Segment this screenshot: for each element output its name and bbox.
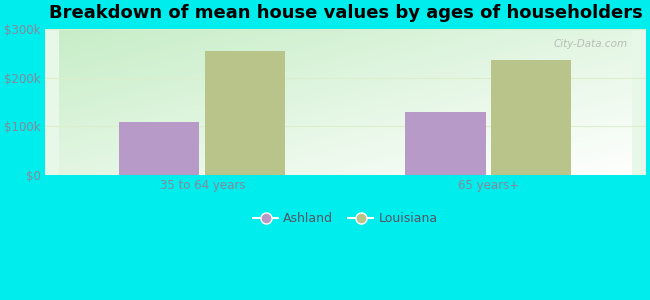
Bar — [491, 60, 571, 175]
Title: Breakdown of mean house values by ages of householders: Breakdown of mean house values by ages o… — [49, 4, 642, 22]
Bar — [205, 51, 285, 175]
Bar — [120, 122, 200, 175]
Legend: Ashland, Louisiana: Ashland, Louisiana — [248, 207, 443, 230]
Text: City-Data.com: City-Data.com — [554, 40, 628, 50]
Bar — [406, 112, 486, 175]
